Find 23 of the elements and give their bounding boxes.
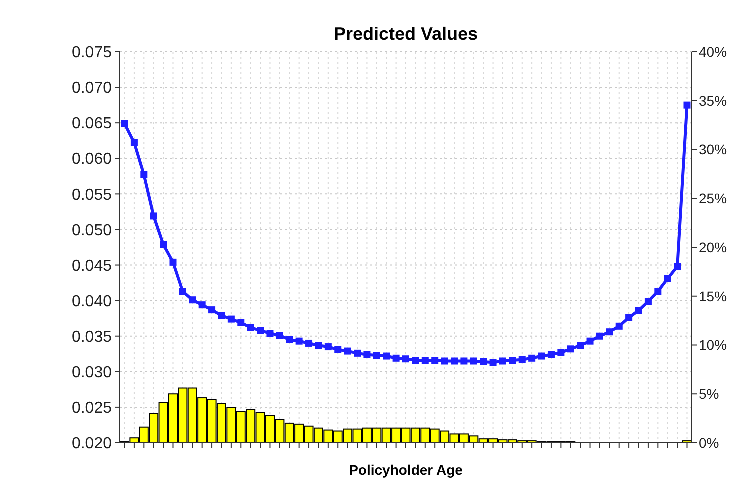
y2-tick-label: 5% bbox=[699, 386, 720, 402]
y2-tick-label: 35% bbox=[699, 92, 728, 109]
y-tick-label: 0.070 bbox=[72, 80, 112, 98]
y2-tick-label: 25% bbox=[699, 190, 728, 207]
y-tick-label: 0.055 bbox=[72, 186, 112, 204]
y2-tick-label: 15% bbox=[699, 288, 728, 304]
y2-tick-label: 0% bbox=[699, 434, 720, 451]
y-tick-label: 0.025 bbox=[72, 400, 112, 418]
y2-tick-label: 10% bbox=[699, 337, 728, 354]
y-tick-label: 0.030 bbox=[72, 364, 112, 382]
y-tick-label: 0.045 bbox=[72, 258, 112, 275]
chart-title: Predicted Values bbox=[334, 24, 478, 44]
y2-tick-label: 40% bbox=[699, 44, 728, 60]
y-tick-label: 0.065 bbox=[72, 116, 112, 133]
y-tick-label: 0.035 bbox=[72, 328, 112, 346]
x-axis-title: Policyholder Age bbox=[349, 462, 464, 478]
y2-tick-label: 30% bbox=[699, 142, 728, 158]
y-tick-label: 0.050 bbox=[72, 222, 112, 240]
y-tick-label: 0.075 bbox=[72, 44, 112, 62]
y-tick-label: 0.040 bbox=[72, 293, 112, 310]
y2-tick-label: 20% bbox=[699, 239, 728, 256]
y-tick-label: 0.020 bbox=[72, 436, 112, 453]
y-tick-label: 0.060 bbox=[72, 151, 112, 168]
